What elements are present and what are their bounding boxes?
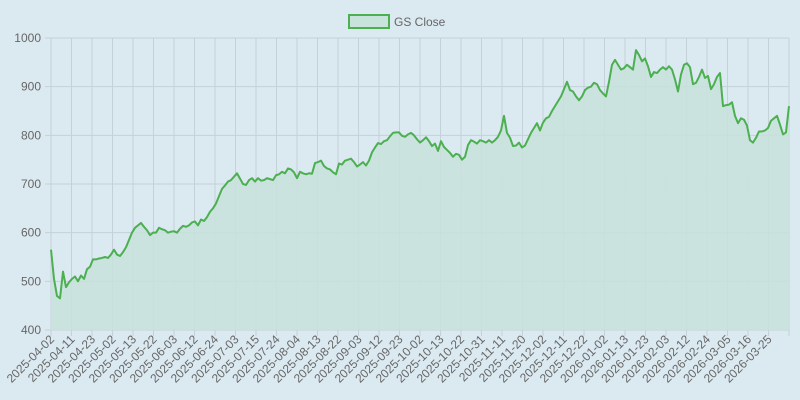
- legend-swatch: [348, 14, 390, 29]
- y-tick-label: 600: [21, 226, 41, 240]
- series-line-gs-close: [50, 49, 790, 300]
- legend[interactable]: GS Close: [348, 14, 446, 29]
- y-tick-label: 400: [21, 323, 41, 337]
- y-tick-label: 900: [21, 80, 41, 94]
- y-tick-label: 700: [21, 177, 41, 191]
- y-tick-label: 500: [21, 274, 41, 288]
- legend-label: GS Close: [394, 15, 446, 29]
- y-axis: 400 500 600 700 800 900 1000: [14, 31, 41, 337]
- series-area-fill: [51, 50, 789, 331]
- plot-area: [50, 49, 790, 331]
- y-tick-label: 1000: [14, 31, 41, 45]
- y-tick-label: 800: [21, 128, 41, 142]
- x-axis: 2025-04-022025-04-112025-04-232025-05-02…: [4, 332, 775, 386]
